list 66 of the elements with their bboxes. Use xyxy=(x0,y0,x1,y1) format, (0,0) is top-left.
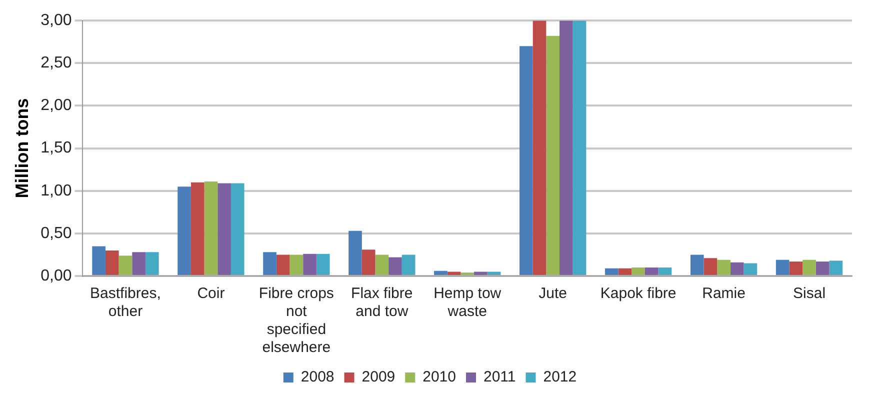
bar xyxy=(717,260,730,275)
bar xyxy=(105,250,119,275)
y-tick-label: 1,50 xyxy=(40,140,72,157)
legend-label: 2009 xyxy=(362,368,396,386)
bar xyxy=(632,267,645,275)
y-tick-label: 0,00 xyxy=(40,267,72,284)
bar xyxy=(744,263,758,275)
y-tick-label: 2,50 xyxy=(40,54,72,72)
bar xyxy=(776,260,790,275)
bar xyxy=(546,36,560,275)
bar xyxy=(730,262,744,275)
bar xyxy=(520,46,533,275)
y-axis-title: Million tons xyxy=(12,98,32,198)
x-tick-label: Kapok fibre xyxy=(600,285,676,302)
bar xyxy=(644,267,658,275)
bar xyxy=(276,254,290,275)
bar xyxy=(789,262,803,275)
bar xyxy=(618,268,632,275)
bar xyxy=(348,230,362,275)
bar xyxy=(316,254,330,275)
bar xyxy=(118,256,132,275)
bar xyxy=(560,20,573,275)
bar xyxy=(303,254,316,275)
bar xyxy=(92,246,106,275)
bar xyxy=(178,186,191,275)
bar xyxy=(447,272,461,275)
bar xyxy=(218,183,231,275)
bar xyxy=(132,252,146,275)
y-tick-label: 2,00 xyxy=(40,97,72,114)
y-tick-label: 0,50 xyxy=(40,224,72,242)
x-tick-label: Sisal xyxy=(793,285,826,302)
bar xyxy=(375,254,389,275)
bar xyxy=(362,250,376,275)
bar xyxy=(263,252,276,275)
bar xyxy=(204,182,218,275)
legend-label: 2012 xyxy=(543,368,577,386)
bar xyxy=(572,20,586,275)
bar xyxy=(487,272,501,275)
x-tick-label: Hemp tow waste xyxy=(434,285,502,320)
bar xyxy=(704,258,718,275)
bar xyxy=(604,268,618,275)
y-tick-label: 3,00 xyxy=(40,12,72,30)
bar xyxy=(816,262,830,275)
bar xyxy=(388,257,402,275)
bar xyxy=(145,252,159,275)
bar xyxy=(474,272,488,275)
bar xyxy=(802,260,816,275)
x-tick-label: Flax fibre and tow xyxy=(351,285,413,320)
bar xyxy=(402,254,416,275)
bar xyxy=(434,270,448,275)
bar xyxy=(658,267,672,275)
x-tick-label: Bastfibres, other xyxy=(90,285,161,320)
bar xyxy=(230,183,244,275)
bar xyxy=(290,254,304,275)
legend-label: 2008 xyxy=(300,368,334,386)
x-tick-label: Ramie xyxy=(702,285,746,302)
bar xyxy=(829,260,843,275)
x-tick-label: Fibre crops not specified elsewhere xyxy=(258,285,334,356)
bar xyxy=(690,254,704,275)
x-tick-label: Jute xyxy=(538,285,568,302)
bar xyxy=(190,182,204,275)
legend-label: 2011 xyxy=(483,368,516,386)
bar xyxy=(532,20,546,275)
legend-label: 2010 xyxy=(422,368,456,386)
x-tick-label: Coir xyxy=(197,285,225,302)
y-tick-label: 1,00 xyxy=(40,182,72,200)
